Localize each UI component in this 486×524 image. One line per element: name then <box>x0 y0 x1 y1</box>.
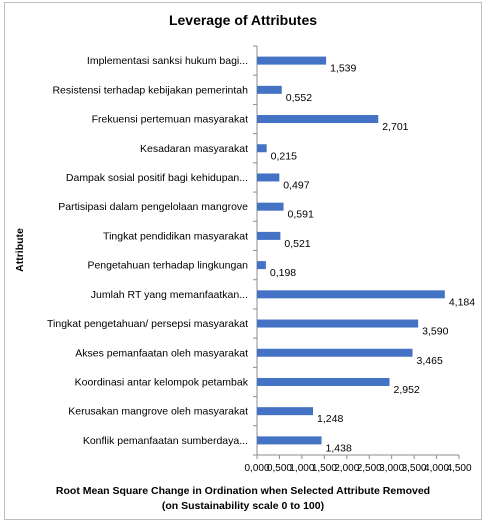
x-tick-label: 1,000 <box>289 463 314 474</box>
category-label: Akses pemanfaatan oleh masyarakat <box>75 347 248 359</box>
data-label: 0,497 <box>283 179 309 191</box>
x-tick-label: 4,500 <box>446 463 471 474</box>
data-label: 4,184 <box>449 296 475 308</box>
x-tick-label: 0,500 <box>267 463 292 474</box>
bar <box>257 144 267 153</box>
x-tick-label: 1,500 <box>312 463 337 474</box>
bar <box>257 85 282 94</box>
category-label: Koordinasi antar kelompok petambak <box>75 376 249 388</box>
category-label: Jumlah RT yang memanfaatkan... <box>91 289 248 301</box>
bar <box>257 202 284 211</box>
bar <box>257 173 280 182</box>
bar <box>257 319 419 328</box>
category-label: Kesadaran masyarakat <box>140 143 248 155</box>
bar <box>257 56 327 65</box>
x-tick-label: 3,500 <box>402 463 427 474</box>
x-axis-label: Root Mean Square Change in Ordination wh… <box>0 484 486 514</box>
category-label: Pengetahuan terhadap lingkungan <box>87 260 248 272</box>
data-label: 0,215 <box>271 150 297 162</box>
category-label: Frekuensi pertemuan masyarakat <box>92 114 248 126</box>
category-label: Tingkat pengetahuan/ persepsi masyarakat <box>47 318 248 330</box>
data-label: 2,952 <box>394 384 420 396</box>
bar <box>257 407 314 416</box>
data-label: 0,591 <box>288 209 314 221</box>
category-label: Partisipasi dalam pengelolaan mangrove <box>58 201 248 213</box>
bar <box>257 290 445 299</box>
bar <box>257 436 322 445</box>
data-label: 1,248 <box>317 413 343 425</box>
data-label: 1,438 <box>326 442 352 454</box>
x-tick-label: 2,000 <box>334 463 359 474</box>
bar <box>257 348 413 357</box>
x-tick-label: 2,500 <box>357 463 382 474</box>
x-tick-label: 0,000 <box>244 463 269 474</box>
category-label: Resistensi terhadap kebijakan pemerintah <box>52 84 248 96</box>
category-label: Implementasi sanksi hukum bagi... <box>87 55 248 67</box>
x-tick-label: 3,000 <box>379 463 404 474</box>
data-label: 0,552 <box>286 92 312 104</box>
data-label: 1,539 <box>330 63 356 75</box>
bar <box>257 377 390 386</box>
bar <box>257 261 266 270</box>
category-label: Dampak sosial positif bagi kehidupan... <box>66 172 248 184</box>
data-label: 0,198 <box>270 267 296 279</box>
bar <box>257 231 281 240</box>
data-label: 3,590 <box>422 326 448 338</box>
category-label: Konflik pemanfaatan sumberdaya... <box>83 435 248 447</box>
data-label: 0,521 <box>284 238 310 250</box>
x-axis-label-line2: (on Sustainability scale 0 to 100) <box>161 500 325 512</box>
x-tick-label: 4,000 <box>424 463 449 474</box>
category-label: Kerusakan mangrove oleh masyarakat <box>68 406 248 418</box>
category-label: Tingkat pendidikan masyarakat <box>103 230 248 242</box>
chart-frame <box>4 2 482 520</box>
data-label: 3,465 <box>417 355 443 367</box>
x-axis-label-line1: Root Mean Square Change in Ordination wh… <box>55 485 431 497</box>
data-label: 2,701 <box>382 121 408 133</box>
bar <box>257 115 379 124</box>
chart-title: Leverage of Attributes <box>168 12 318 28</box>
